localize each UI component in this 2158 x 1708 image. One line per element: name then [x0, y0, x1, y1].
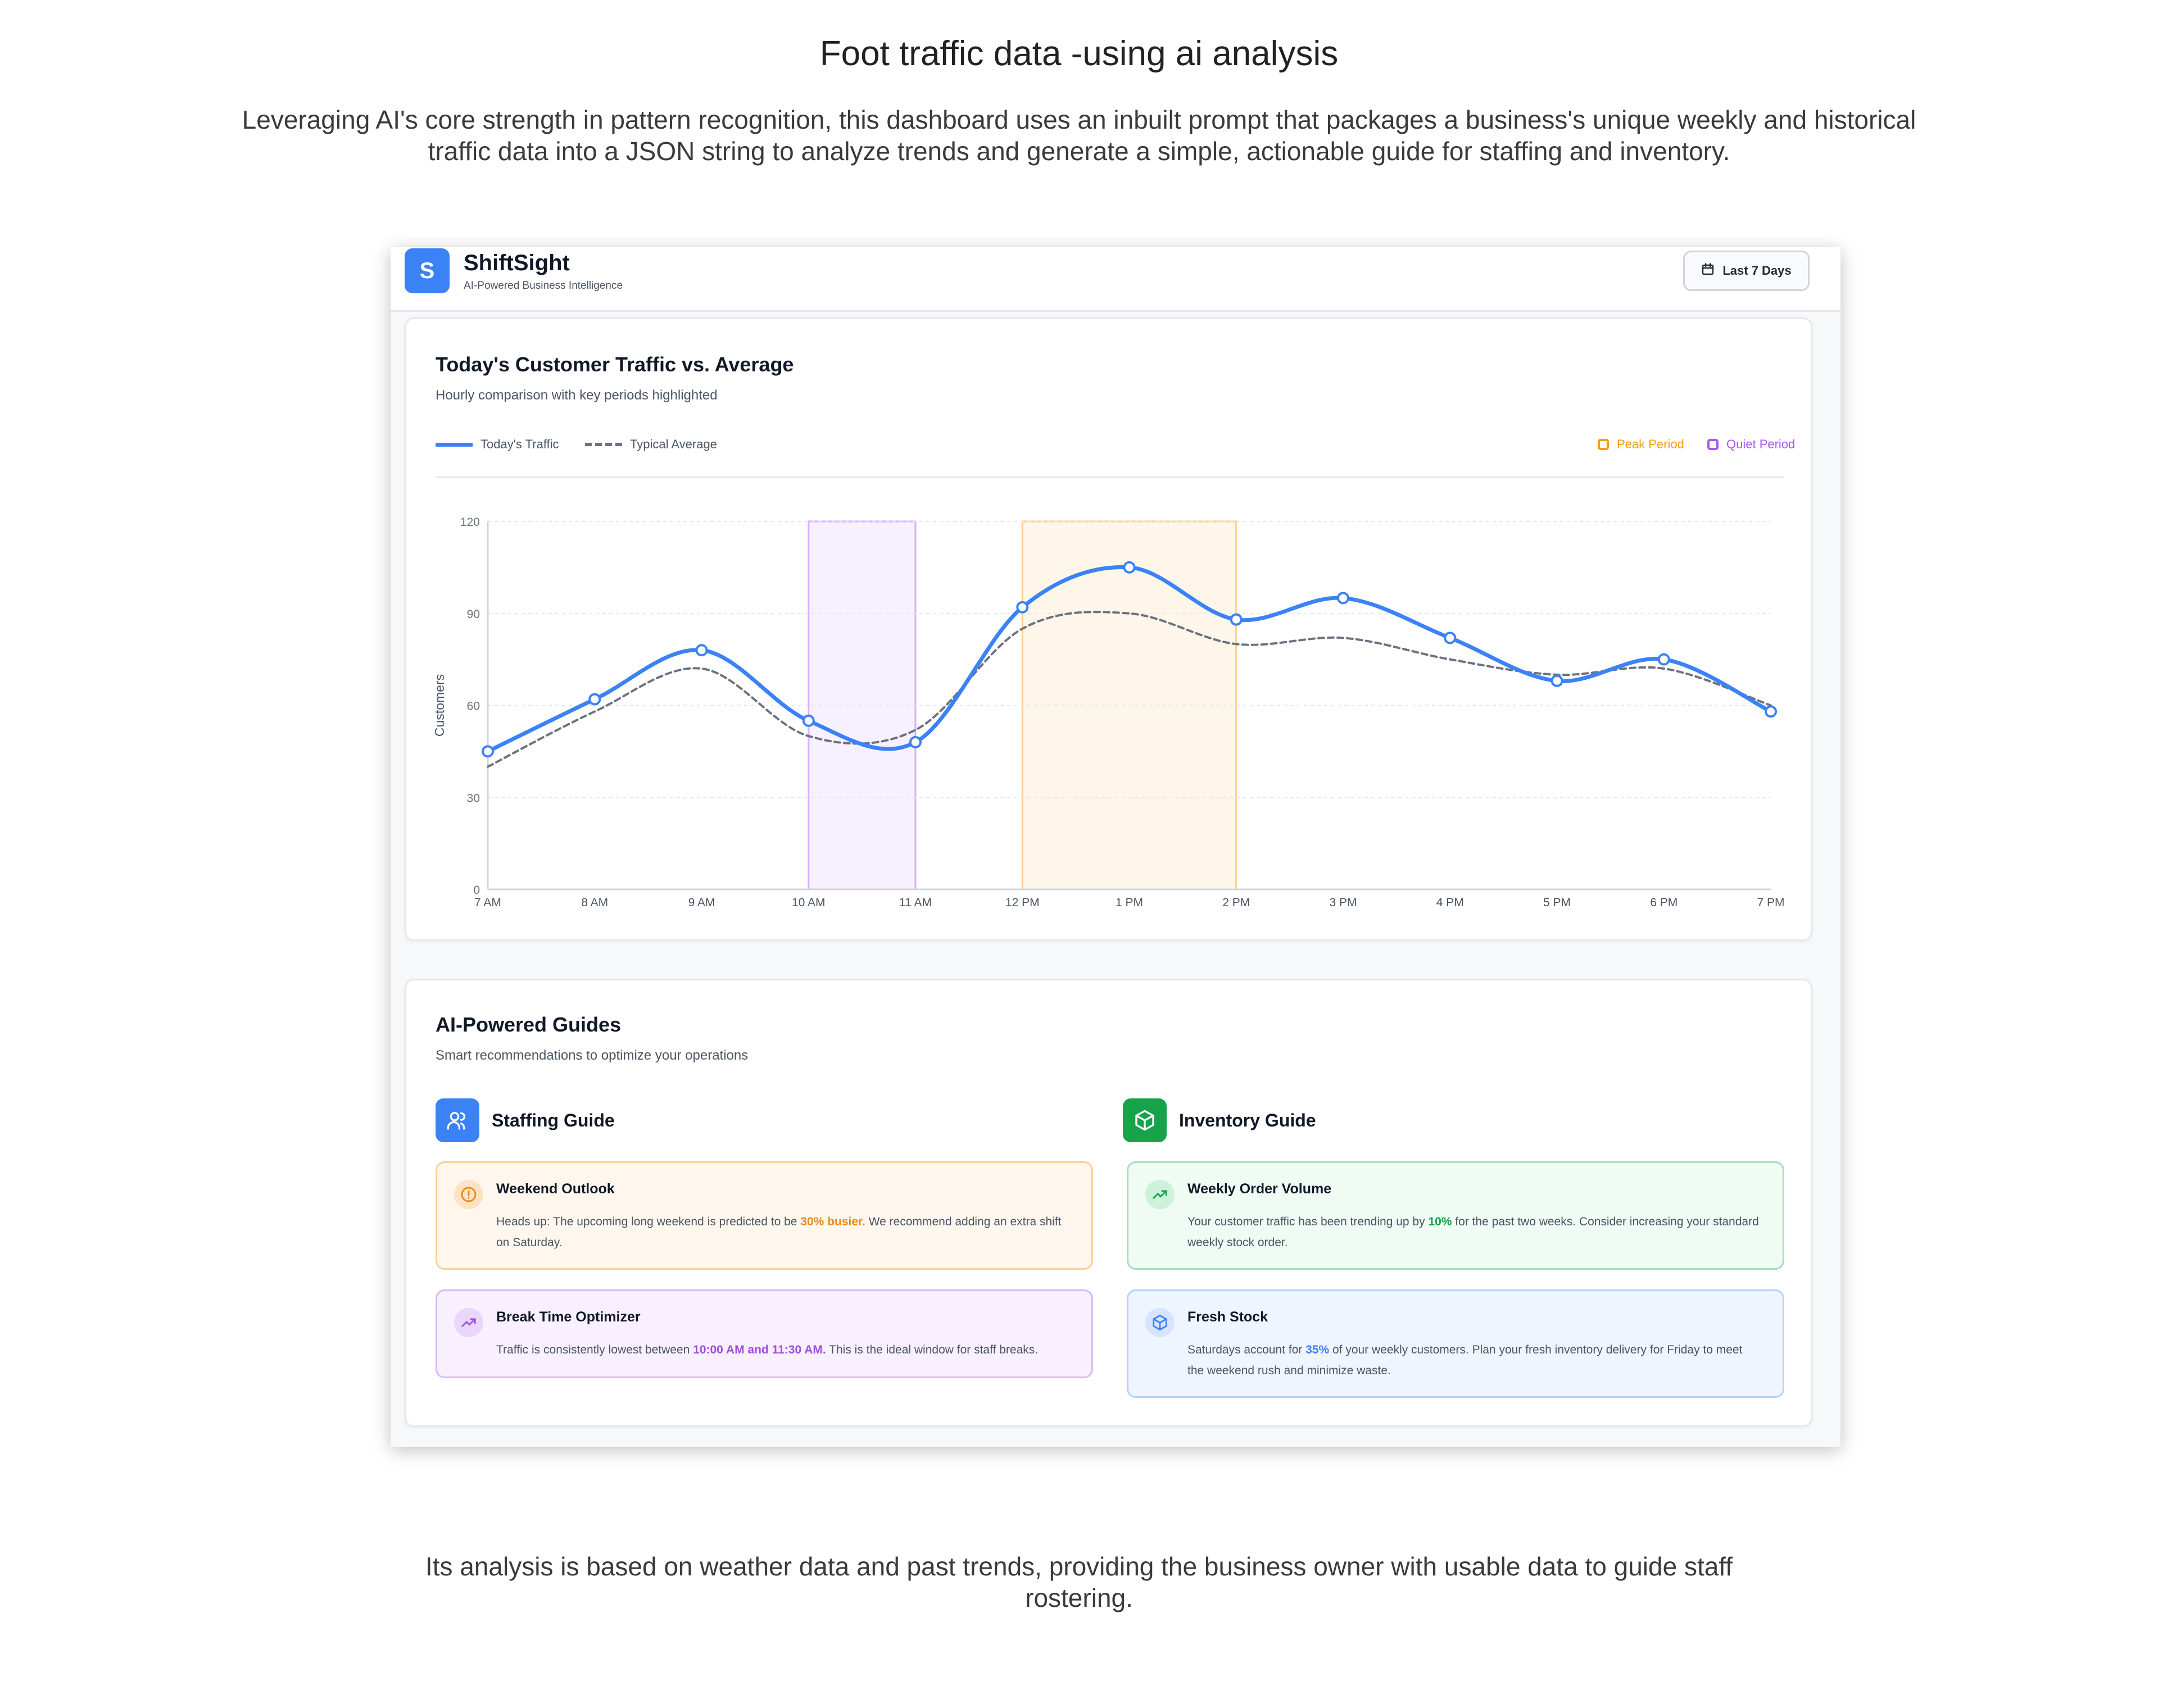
legend-today-label: Today's Traffic — [480, 437, 559, 451]
staffing-guide-header: Staffing Guide — [436, 1098, 615, 1142]
inventory-guide-label: Inventory Guide — [1179, 1110, 1316, 1130]
today-s-traffic-point — [1551, 674, 1563, 687]
y-tick-label: 0 — [473, 884, 480, 897]
tip-weekend-outlook[interactable]: Weekend Outlook Heads up: The upcoming l… — [436, 1161, 1093, 1270]
app-logo: S — [405, 248, 450, 293]
tip-text: Heads up: The upcoming long weekend is p… — [496, 1215, 801, 1228]
tip-body: Traffic is consistently lowest between 1… — [496, 1339, 1069, 1360]
x-tick-label: 7 PM — [1757, 896, 1784, 909]
guides-title: AI-Powered Guides — [436, 1013, 622, 1036]
app-tagline: AI-Powered Business Intelligence — [464, 280, 623, 292]
chart-title: Today's Customer Traffic vs. Average — [436, 353, 794, 376]
ai-guides-card: AI-Powered Guides Smart recommendations … — [405, 979, 1812, 1427]
traffic-line-chart: 0 30 60 90 120 7 AM 8 AM 9 AM 10 AM 11 AM 12 PM 1 P… — [432, 516, 1785, 909]
y-tick-label: 30 — [467, 792, 480, 805]
today-s-traffic-point — [1765, 705, 1777, 718]
date-range-button[interactable]: Last 7 Days — [1683, 251, 1810, 291]
tip-title: Break Time Optimizer — [496, 1309, 641, 1325]
x-tick-label: 10 AM — [792, 896, 826, 909]
x-tick-label: 11 AM — [899, 896, 932, 909]
tip-highlight: 10:00 AM and 11:30 AM. — [693, 1343, 826, 1356]
guides-subtitle: Smart recommendations to optimize your o… — [436, 1048, 749, 1063]
tip-title: Weekly Order Volume — [1187, 1181, 1332, 1197]
alert-circle-icon — [454, 1180, 483, 1209]
x-tick-label: 5 PM — [1543, 896, 1571, 909]
x-tick-label: 4 PM — [1436, 896, 1464, 909]
x-tick-label: 6 PM — [1650, 896, 1678, 909]
legend-peak[interactable]: Peak Period — [1598, 437, 1684, 452]
tip-body: Saturdays account for 35% of your weekly… — [1187, 1339, 1761, 1381]
tip-text: Your customer traffic has been trending … — [1187, 1215, 1429, 1228]
tip-break-time-optimizer[interactable]: Break Time Optimizer Traffic is consiste… — [436, 1289, 1093, 1378]
date-range-label: Last 7 Days — [1722, 264, 1792, 278]
today-s-traffic-point — [1123, 561, 1136, 574]
legend-solid-line-icon — [436, 442, 473, 447]
tip-highlight: 30% busier. — [800, 1215, 865, 1228]
chart-subtitle: Hourly comparison with key periods highl… — [436, 388, 718, 403]
tip-text: for the past two weeks. Consider increas… — [1187, 1215, 1759, 1249]
tip-text: Saturdays account for — [1187, 1343, 1306, 1356]
tip-body: Heads up: The upcoming long weekend is p… — [496, 1211, 1069, 1253]
tip-text: of your weekly customers. Plan your fres… — [1187, 1343, 1743, 1377]
today-s-traffic-point — [588, 693, 601, 706]
legend-average[interactable]: Typical Average — [585, 437, 717, 452]
legend-average-label: Typical Average — [630, 437, 717, 451]
page-intro: Leveraging AI's core strength in pattern… — [242, 105, 1916, 166]
legend-quiet[interactable]: Quiet Period — [1707, 437, 1795, 452]
today-s-traffic-point — [1657, 653, 1670, 666]
today-s-traffic-point — [482, 745, 494, 758]
x-tick-label: 8 AM — [581, 896, 608, 909]
legend-dashed-line-icon — [585, 443, 622, 446]
box-icon — [1123, 1098, 1167, 1142]
staffing-guide-label: Staffing Guide — [492, 1110, 615, 1130]
trending-up-icon — [454, 1308, 483, 1337]
quiet-swatch-icon — [1707, 439, 1719, 450]
app-header: S ShiftSight AI-Powered Business Intelli… — [391, 247, 1840, 312]
inventory-guide-header: Inventory Guide — [1123, 1098, 1316, 1142]
tip-highlight: 10% — [1428, 1215, 1452, 1228]
x-tick-label: 12 PM — [1005, 896, 1040, 909]
today-s-traffic-point — [1230, 613, 1243, 626]
peak-swatch-icon — [1598, 439, 1609, 450]
page-outro: Its analysis is based on weather data an… — [425, 1552, 1733, 1612]
calendar-icon — [1701, 262, 1715, 279]
tip-fresh-stock[interactable]: Fresh Stock Saturdays account for 35% of… — [1127, 1289, 1784, 1398]
y-axis-label: Customers — [432, 674, 447, 737]
today-s-traffic-point — [909, 736, 922, 748]
trending-up-icon — [1145, 1180, 1175, 1209]
legend-quiet-label: Quiet Period — [1726, 437, 1796, 451]
tip-text: Traffic is consistently lowest between — [496, 1343, 693, 1356]
tip-weekly-order-volume[interactable]: Weekly Order Volume Your customer traffi… — [1127, 1161, 1784, 1270]
today-s-traffic-point — [1337, 592, 1349, 605]
legend-peak-label: Peak Period — [1617, 437, 1684, 451]
tip-body: Your customer traffic has been trending … — [1187, 1211, 1761, 1253]
x-tick-label: 7 AM — [474, 896, 501, 909]
users-icon — [436, 1098, 479, 1142]
traffic-chart-card: Today's Customer Traffic vs. Average Hou… — [405, 317, 1812, 941]
legend-today[interactable]: Today's Traffic — [436, 437, 559, 452]
today-s-traffic-point — [1016, 601, 1029, 614]
tip-title: Fresh Stock — [1187, 1309, 1268, 1325]
y-tick-label: 60 — [467, 700, 480, 713]
x-tick-label: 1 PM — [1116, 896, 1143, 909]
app-name: ShiftSight — [464, 251, 570, 275]
x-tick-label: 2 PM — [1222, 896, 1250, 909]
today-s-traffic-point — [1444, 632, 1457, 644]
today-s-traffic-point — [802, 714, 815, 727]
today-s-traffic-point — [695, 644, 708, 657]
tip-text: We recommend adding an extra shift on Sa… — [496, 1215, 1062, 1249]
tip-title: Weekend Outlook — [496, 1181, 615, 1197]
x-tick-label: 9 AM — [688, 896, 715, 909]
y-tick-label: 90 — [467, 608, 480, 621]
legend-divider — [436, 476, 1784, 478]
x-tick-label: 3 PM — [1329, 896, 1357, 909]
dashboard-window: S ShiftSight AI-Powered Business Intelli… — [391, 247, 1840, 1447]
y-tick-label: 120 — [460, 516, 480, 529]
tip-text: This is the ideal window for staff break… — [826, 1343, 1039, 1356]
page-title: Foot traffic data -using ai analysis — [819, 34, 1339, 73]
box-icon — [1145, 1308, 1175, 1337]
tip-highlight: 35% — [1305, 1343, 1330, 1356]
